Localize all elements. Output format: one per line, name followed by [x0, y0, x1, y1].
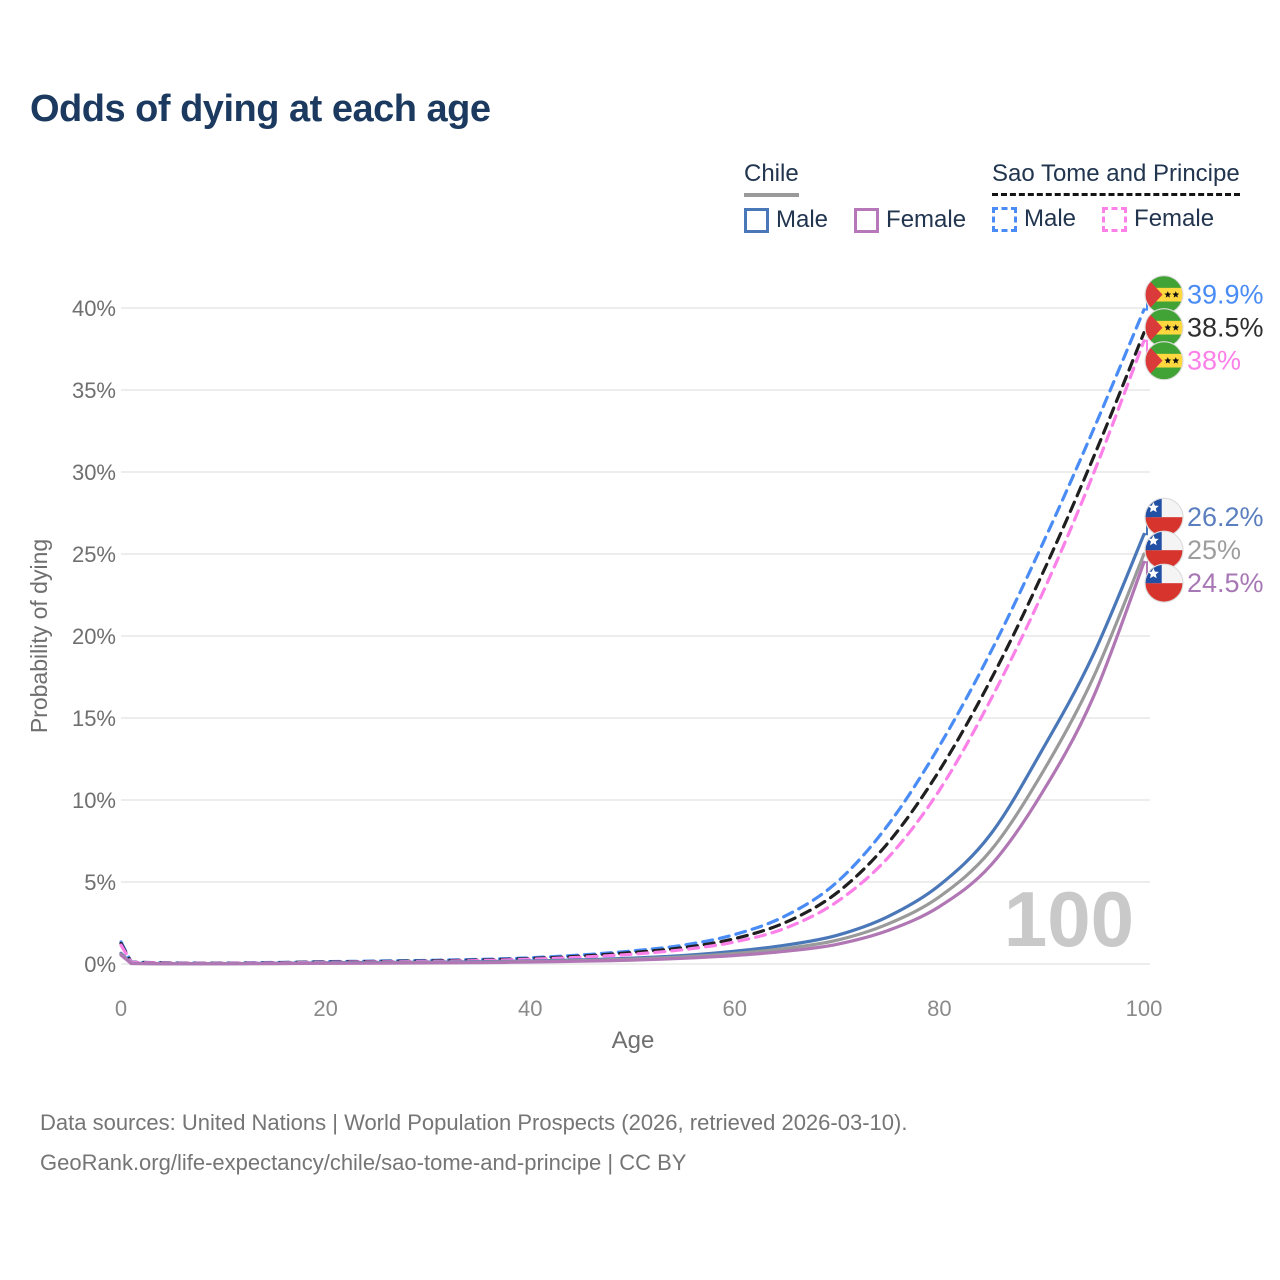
y-tick-label: 30% [72, 460, 116, 485]
x-tick-label: 40 [518, 996, 542, 1021]
x-tick-label: 80 [927, 996, 951, 1021]
sao-tome-and-principe-flag-icon [1144, 341, 1184, 381]
y-axis-title: Probability of dying [26, 539, 52, 733]
y-tick-label: 25% [72, 542, 116, 567]
legend-item-chile-male[interactable]: Male [744, 206, 828, 234]
legend-item-label: Male [776, 206, 829, 233]
legend-group-sao-tome-and-principe-items: Male Female [992, 205, 1240, 233]
series-chile-female[interactable] [119, 560, 1146, 966]
end-value-label: 25% [1187, 535, 1241, 565]
y-tick-label: 20% [72, 624, 116, 649]
legend-item-label: Female [886, 206, 967, 233]
chile-female-swatch-icon [854, 207, 880, 233]
legend-item-stp-male[interactable]: Male [992, 205, 1076, 233]
chile-male-swatch-icon [744, 207, 769, 233]
sao-tome-and-principe-flag-icon [1144, 308, 1184, 348]
series-chile-both-sexes[interactable] [119, 552, 1146, 966]
footer-source-line: Data sources: United Nations | World Pop… [40, 1110, 908, 1135]
end-value-label: 26.2% [1187, 502, 1264, 532]
age-watermark: 100 [1004, 875, 1134, 963]
legend-group-chile-items: Male Female [744, 206, 966, 234]
series-sao-tome-and-principe-both-sexes[interactable] [119, 331, 1146, 965]
x-tick-label: 60 [723, 996, 747, 1021]
y-tick-label: 10% [72, 788, 116, 813]
end-value-label: 24.5% [1187, 568, 1264, 598]
footer-link-line: GeoRank.org/life-expectancy/chile/sao-to… [40, 1150, 687, 1175]
legend-item-label: Female [1134, 205, 1215, 232]
x-axis-title: Age [612, 1027, 655, 1054]
legend-group-chile-title[interactable]: Chile [744, 160, 799, 197]
end-value-label: 39.9% [1187, 280, 1264, 310]
chile-flag-icon [1144, 530, 1184, 570]
legend-item-chile-female[interactable]: Female [854, 206, 966, 234]
chart-footer: Data sources: United Nations | World Pop… [40, 1103, 907, 1183]
x-tick-label: 20 [313, 996, 337, 1021]
series-chile-male[interactable] [119, 532, 1146, 966]
chile-flag-icon [1144, 563, 1184, 603]
x-tick-label: 100 [1126, 996, 1163, 1021]
stp-male-swatch-icon [992, 206, 1017, 232]
end-value-label: 38.5% [1187, 313, 1264, 343]
end-value-label: 38% [1187, 346, 1241, 376]
chile-flag-icon [1144, 497, 1184, 537]
legend-item-stp-female[interactable]: Female [1102, 205, 1214, 233]
legend: Chile Male Female Sao Tome and Principe … [0, 160, 1280, 250]
legend-group-sao-tome-and-principe: Sao Tome and Principe Male Female [992, 160, 1240, 233]
sao-tome-and-principe-flag-icon [1144, 275, 1184, 315]
y-tick-label: 0% [84, 952, 116, 977]
legend-group-chile: Chile Male Female [744, 160, 966, 234]
y-tick-label: 40% [72, 296, 116, 321]
x-tick-label: 0 [115, 996, 127, 1021]
page-title: Odds of dying at each age [30, 88, 491, 130]
y-tick-label: 35% [72, 378, 116, 403]
legend-item-label: Male [1024, 205, 1077, 232]
legend-group-sao-tome-and-principe-title[interactable]: Sao Tome and Principe [992, 160, 1240, 196]
y-tick-label: 15% [72, 706, 116, 731]
y-tick-label: 5% [84, 870, 116, 895]
stp-female-swatch-icon [1102, 206, 1128, 232]
